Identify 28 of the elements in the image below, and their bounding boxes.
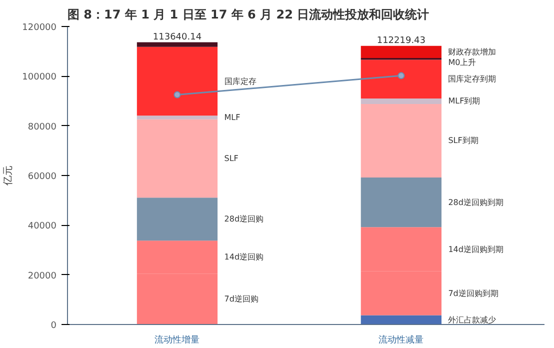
y-tick-label: 60000 xyxy=(28,172,57,182)
total-label: 112219.43 xyxy=(376,36,426,46)
series-label: 28d逆回购到期 xyxy=(448,198,504,207)
series-label: 国库定存 xyxy=(224,76,256,86)
x-tick-label: 流动性减量 xyxy=(378,334,424,346)
series-label: MLF xyxy=(224,113,241,122)
series-label: 外汇占款减少 xyxy=(448,315,496,324)
series-label: 7d逆回购 xyxy=(224,294,258,304)
series-label: SLF xyxy=(224,154,239,163)
series-label: M0上升 xyxy=(448,58,476,68)
y-axis-title: 亿元 xyxy=(3,166,14,186)
series-label: 28d逆回购 xyxy=(224,214,264,224)
y-tick-label: 80000 xyxy=(28,122,57,132)
y-tick-label: 0 xyxy=(50,321,57,331)
y-tick-label: 20000 xyxy=(28,271,57,282)
y-tick-label: 120000 xyxy=(22,23,57,33)
series-label: 7d逆回购到期 xyxy=(448,288,498,298)
y-tick-label: 40000 xyxy=(28,222,57,232)
series-label: 14d逆回购到期 xyxy=(448,244,504,254)
x-tick-label: 流动性增量 xyxy=(154,334,200,346)
series-label: 国库定存到期 xyxy=(448,74,496,84)
series-label: 14d逆回购 xyxy=(224,252,264,262)
series-label: SLF到期 xyxy=(448,136,478,146)
series-label: MLF到期 xyxy=(448,96,480,106)
y-tick-label: 100000 xyxy=(22,72,57,83)
chart-title: 图 8：17 年 1 月 1 日至 17 年 6 月 22 日流动性投放和回收统计 xyxy=(68,8,430,22)
series-label: 财政存款增加 xyxy=(448,47,496,56)
total-label: 113640.14 xyxy=(152,32,202,42)
